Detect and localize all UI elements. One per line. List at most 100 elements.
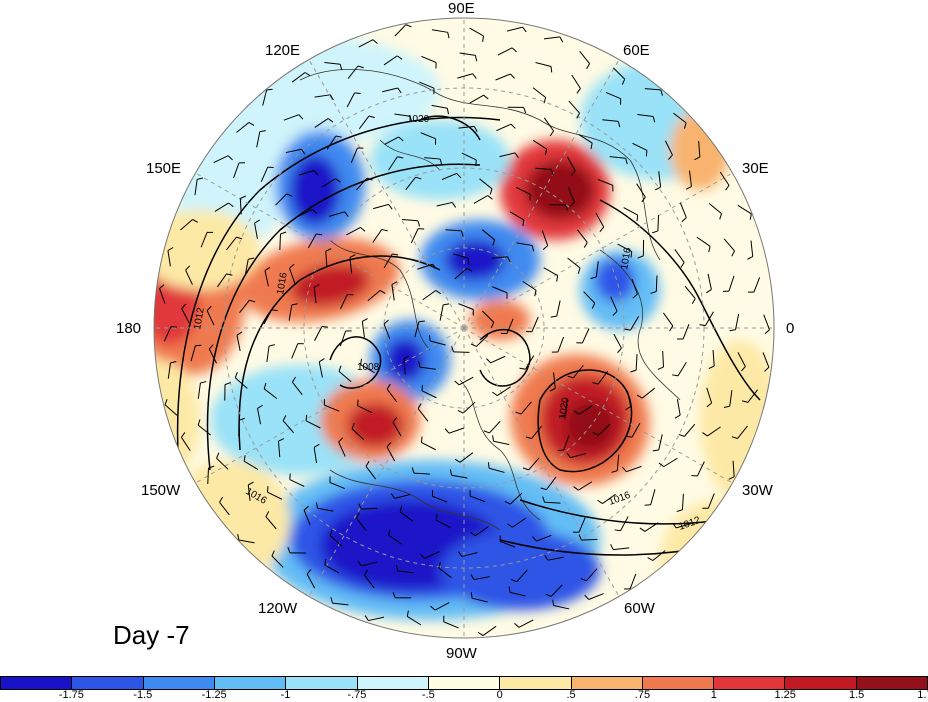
- wind-barb-flag: [728, 476, 735, 480]
- wind-barb-flag: [395, 564, 399, 571]
- colorbar-tick-label: .75: [634, 689, 651, 701]
- wind-barb-flag: [510, 73, 515, 79]
- wind-barb-flag: [764, 366, 770, 372]
- wind-barb-flag: [622, 466, 627, 473]
- wind-barb: [737, 352, 746, 367]
- wind-barb-flag: [550, 66, 553, 73]
- lon-label-30w: 30W: [742, 482, 773, 499]
- wind-barb-flag: [674, 414, 681, 419]
- wind-barb: [197, 424, 212, 436]
- wind-barb-flag: [523, 107, 527, 114]
- wind-barb: [516, 569, 528, 583]
- wind-barb: [167, 250, 171, 267]
- wind-barb-flag: [583, 242, 588, 248]
- anomaly-region: [290, 155, 340, 225]
- wind-barb: [236, 335, 241, 352]
- wind-barb: [453, 351, 470, 353]
- wind-barb: [357, 405, 373, 414]
- wind-barb-flag: [266, 486, 269, 493]
- wind-barb-flag: [313, 443, 320, 448]
- wind-barb: [506, 26, 523, 32]
- wind-barb-flag: [650, 291, 657, 294]
- wind-barb: [164, 404, 178, 416]
- colorbar-swatch: [571, 677, 643, 689]
- wind-barb: [458, 125, 475, 129]
- wind-barb: [520, 401, 532, 415]
- anomaly-region: [154, 360, 200, 480]
- wind-barb: [321, 178, 336, 188]
- wind-barb-flag: [430, 605, 436, 611]
- wind-barb: [707, 493, 715, 509]
- wind-barb-flag: [339, 64, 343, 71]
- wind-barb-flag: [338, 365, 342, 372]
- wind-barb: [684, 423, 696, 437]
- wind-barb-flag: [313, 170, 319, 176]
- wind-barb-flag: [590, 276, 597, 279]
- wind-barb: [493, 440, 510, 446]
- wind-barb: [167, 362, 171, 379]
- wind-barb-flag: [514, 622, 520, 628]
- colorbar-swatch: [500, 677, 572, 689]
- wind-barb-flag: [676, 509, 683, 513]
- colorbar-swatch: [785, 677, 857, 689]
- wind-barb-flag: [386, 442, 392, 448]
- isobar-label: 1020: [557, 396, 572, 420]
- wind-barb-flag: [415, 176, 422, 180]
- wind-barb: [556, 300, 561, 317]
- isobar-label: 1008: [357, 362, 380, 373]
- wind-barb: [732, 460, 735, 477]
- wind-barb: [674, 249, 685, 263]
- wind-barb-flag: [257, 404, 263, 409]
- wind-barb: [340, 294, 348, 310]
- wind-barb: [314, 326, 323, 341]
- wind-barb: [735, 313, 740, 330]
- wind-barb-flag: [305, 414, 308, 421]
- wind-barb-flag: [355, 512, 360, 519]
- wind-barb-flag: [532, 536, 537, 542]
- wind-barb: [719, 171, 730, 186]
- wind-barb: [180, 437, 191, 451]
- lon-label-0: 0: [786, 320, 795, 337]
- wind-barb: [704, 311, 714, 326]
- wind-barb: [256, 131, 261, 148]
- wind-barb: [247, 484, 251, 501]
- wind-barb-flag: [599, 226, 605, 232]
- wind-barb: [613, 333, 622, 349]
- wind-barb: [206, 310, 215, 326]
- wind-barb: [200, 232, 208, 248]
- wind-barb: [577, 229, 588, 243]
- wind-barb-flag: [492, 435, 495, 442]
- wind-barb: [397, 570, 414, 574]
- wind-barb: [662, 350, 665, 367]
- wind-barb: [547, 556, 564, 561]
- wind-barb: [391, 284, 395, 301]
- wind-barb-flag: [576, 88, 581, 94]
- wind-barb-flag: [301, 148, 306, 155]
- wind-barb: [635, 354, 638, 371]
- wind-barb: [292, 381, 303, 396]
- isobar: [419, 115, 481, 141]
- wind-barb: [291, 72, 306, 83]
- wind-barb: [324, 564, 340, 574]
- wind-barb: [737, 425, 748, 439]
- anomaly-region: [170, 460, 290, 580]
- wind-barb-flag: [306, 569, 312, 575]
- wind-barb-flag: [435, 290, 442, 295]
- wind-barb: [567, 187, 575, 203]
- wind-barb: [361, 321, 365, 338]
- wind-barb-flag: [249, 299, 256, 303]
- wind-barb: [303, 510, 311, 526]
- wind-barb-flag: [576, 112, 580, 119]
- wind-barb-flag: [396, 55, 403, 60]
- wind-barb: [522, 280, 537, 291]
- wind-barb-flag: [592, 432, 599, 436]
- anomaly-region: [565, 400, 615, 450]
- meridian-line: [308, 327, 465, 597]
- wind-barb-flag: [580, 578, 587, 582]
- wind-barb-flag: [660, 89, 663, 96]
- colorbar-tick-label: .5: [566, 689, 576, 701]
- wind-barb: [532, 139, 547, 150]
- wind-barb-flag: [731, 436, 738, 439]
- wind-barb: [368, 616, 385, 622]
